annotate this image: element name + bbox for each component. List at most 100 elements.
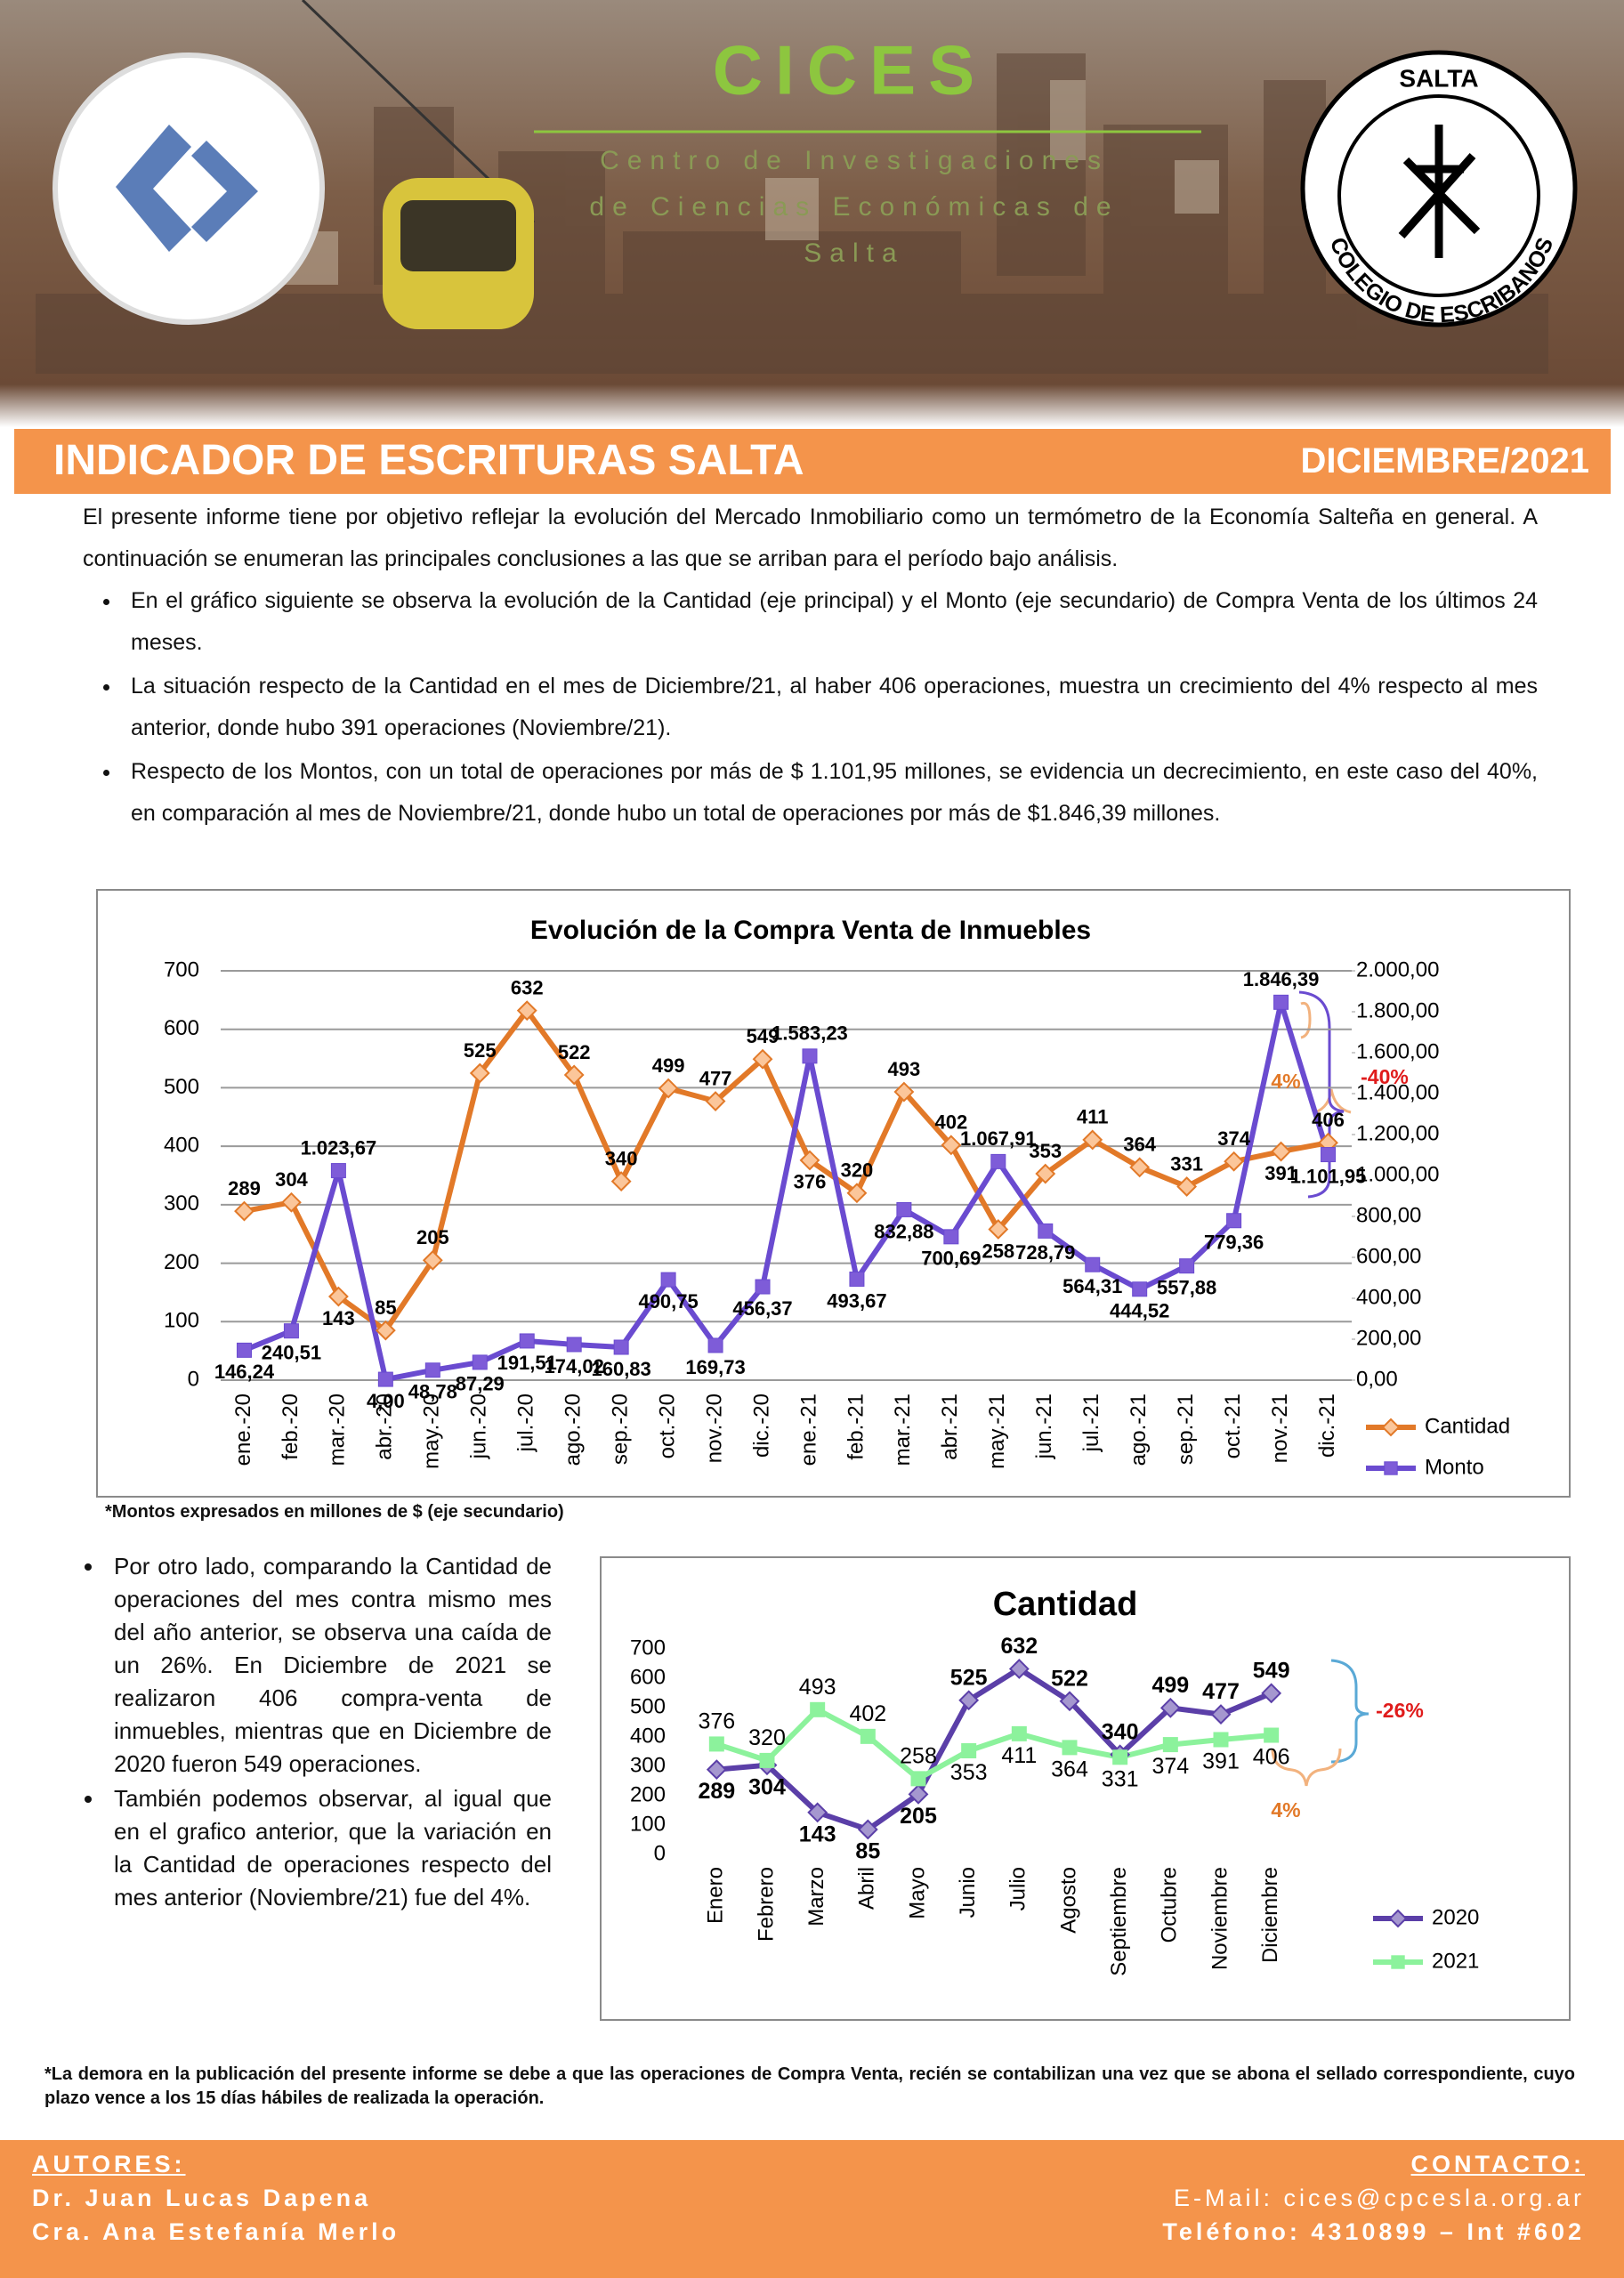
y2-tick-label: 0,00	[1356, 1367, 1398, 1391]
y-tick-label: 700	[630, 1636, 666, 1660]
data-label: 331	[1102, 1766, 1139, 1791]
intro-text: El presente informe tiene por objetivo r…	[83, 505, 1538, 571]
marker	[658, 1078, 679, 1099]
marker	[1273, 994, 1289, 1010]
data-label: 525	[464, 1039, 497, 1062]
brace	[1330, 1659, 1369, 1764]
data-label: 490,75	[638, 1290, 698, 1313]
data-label: 1.023,67	[301, 1136, 377, 1159]
marker	[563, 1064, 585, 1086]
data-label: 557,88	[1157, 1277, 1216, 1299]
data-label: 240,51	[262, 1341, 321, 1363]
data-label: 632	[511, 976, 544, 998]
data-label: 340	[605, 1147, 638, 1169]
y2-tick-label: 1.600,00	[1356, 1039, 1439, 1063]
side-bullet: También podemos observar, al igual que e…	[105, 1782, 552, 1914]
marker	[330, 1163, 346, 1179]
annotation: -26%	[1376, 1699, 1424, 1722]
legend-label: Monto	[1425, 1455, 1484, 1479]
marker	[910, 1771, 926, 1787]
marker	[943, 1229, 959, 1245]
x-tick-label: Marzo	[804, 1867, 828, 1927]
data-label: 87,29	[456, 1373, 505, 1395]
x-tick-label: Abril	[855, 1867, 879, 1910]
annotation: -40%	[1361, 1065, 1409, 1088]
marker	[1224, 1151, 1245, 1172]
x-tick-label: nov.-20	[702, 1393, 726, 1463]
marker	[1226, 1213, 1242, 1229]
series-line	[243, 1007, 1329, 1334]
data-label: 411	[1001, 1743, 1037, 1768]
header-title: CICES	[713, 31, 987, 109]
data-label: 376	[698, 1709, 735, 1734]
x-tick-label: Mayo	[905, 1867, 929, 1919]
legend-label: 2020	[1432, 1905, 1479, 1929]
data-label: 320	[841, 1159, 874, 1182]
marker	[707, 1337, 723, 1353]
y-tick-label: 700	[164, 957, 199, 981]
marker	[472, 1354, 488, 1370]
side-bullet-list: Por otro lado, comparando la Cantidad de…	[105, 1550, 552, 1914]
marker	[281, 1192, 302, 1213]
y-tick-label: 500	[164, 1075, 199, 1099]
marker	[802, 1048, 818, 1064]
marker	[846, 1183, 868, 1204]
x-tick-label: feb.-21	[844, 1393, 868, 1460]
data-label: 402	[849, 1701, 886, 1726]
data-label: 143	[322, 1307, 355, 1329]
data-label: 1.067,91	[960, 1127, 1037, 1150]
marker	[941, 1135, 962, 1156]
escribanos-seal: SALTA COLEGIO DE ESCRIBANOS	[1300, 50, 1578, 327]
marker	[708, 1736, 724, 1752]
data-label: 406	[1253, 1745, 1290, 1770]
side-block: Por otro lado, comparando la Cantidad de…	[105, 1550, 552, 1916]
y-tick-label: 100	[164, 1309, 199, 1333]
marker	[961, 1743, 977, 1759]
x-tick-label: jul.-20	[514, 1393, 538, 1452]
x-tick-label: sep.-21	[1174, 1393, 1198, 1465]
data-label: 340	[1102, 1719, 1139, 1744]
data-label: 456,37	[732, 1297, 792, 1320]
y-tick-label: 100	[630, 1812, 666, 1836]
data-label: 632	[1000, 1634, 1038, 1659]
x-tick-label: Noviembre	[1208, 1867, 1232, 1970]
marker	[958, 1690, 980, 1711]
marker	[236, 1342, 252, 1358]
x-tick-label: ago.-21	[1127, 1393, 1151, 1466]
data-label: 477	[699, 1067, 732, 1089]
data-label: 493	[888, 1058, 921, 1080]
marker	[706, 1759, 727, 1781]
marker	[896, 1201, 912, 1217]
x-tick-label: Octubre	[1158, 1867, 1182, 1943]
data-label: 522	[558, 1041, 591, 1063]
marker	[283, 1323, 299, 1339]
bullet: La situación respecto de la Cantidad en …	[122, 666, 1538, 749]
seal-top: SALTA	[1399, 64, 1478, 92]
marker	[752, 1048, 773, 1070]
marker	[807, 1802, 828, 1823]
marker	[755, 1279, 771, 1295]
data-label: 564,31	[1062, 1275, 1122, 1297]
series-line	[243, 999, 1331, 1383]
x-tick-label: feb.-20	[279, 1393, 303, 1460]
data-label: 353	[1029, 1140, 1062, 1162]
marker	[234, 1200, 255, 1222]
data-label: 289	[228, 1177, 261, 1200]
data-label: 493	[799, 1675, 836, 1700]
data-label: 174,02	[545, 1355, 604, 1377]
data-label: 779,36	[1204, 1232, 1264, 1254]
marker	[519, 1333, 535, 1349]
data-label: 700,69	[921, 1248, 981, 1270]
contact-label: CONTACTO:	[1410, 2151, 1585, 2177]
author: Dr. Juan Lucas Dapena	[32, 2185, 372, 2211]
brace	[1271, 1748, 1342, 1787]
x-tick-label: mar.-21	[891, 1393, 915, 1466]
chart-frame	[96, 889, 1571, 1498]
footer: AUTORES: Dr. Juan Lucas Dapena Cra. Ana …	[0, 2140, 1624, 2278]
data-label: 411	[1077, 1106, 1109, 1128]
marker	[849, 1271, 865, 1287]
y-tick-label: 200	[630, 1782, 666, 1806]
header-subtitle: Salta	[804, 238, 904, 268]
data-label: 205	[416, 1226, 449, 1248]
data-label: 258	[900, 1743, 937, 1768]
